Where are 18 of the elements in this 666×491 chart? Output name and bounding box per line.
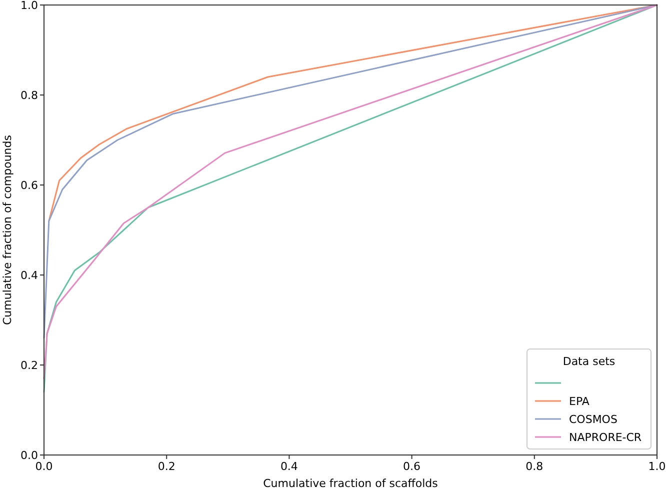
legend-label: EPA [569, 395, 590, 408]
y-tick-label: 1.0 [20, 0, 38, 12]
y-axis-title: Cumulative fraction of compounds [1, 134, 14, 325]
legend-label: NAPRORE-CR [569, 431, 642, 444]
legend-label: COSMOS [569, 413, 618, 426]
y-tick-label: 0.8 [20, 89, 38, 102]
legend-title: Data sets [562, 355, 616, 368]
x-tick-label: 0.8 [526, 460, 544, 473]
x-tick-label: 0.4 [280, 460, 298, 473]
y-tick-label: 0.0 [20, 449, 38, 462]
x-tick-label: 0.2 [158, 460, 176, 473]
x-axis-title: Cumulative fraction of scaffolds [263, 477, 438, 490]
y-tick-label: 0.2 [20, 359, 38, 372]
x-tick-label: 0.6 [403, 460, 421, 473]
y-tick-label: 0.4 [20, 269, 38, 282]
x-tick-label: 0.0 [35, 460, 53, 473]
y-tick-label: 0.6 [20, 179, 38, 192]
x-tick-label: 1.0 [648, 460, 666, 473]
